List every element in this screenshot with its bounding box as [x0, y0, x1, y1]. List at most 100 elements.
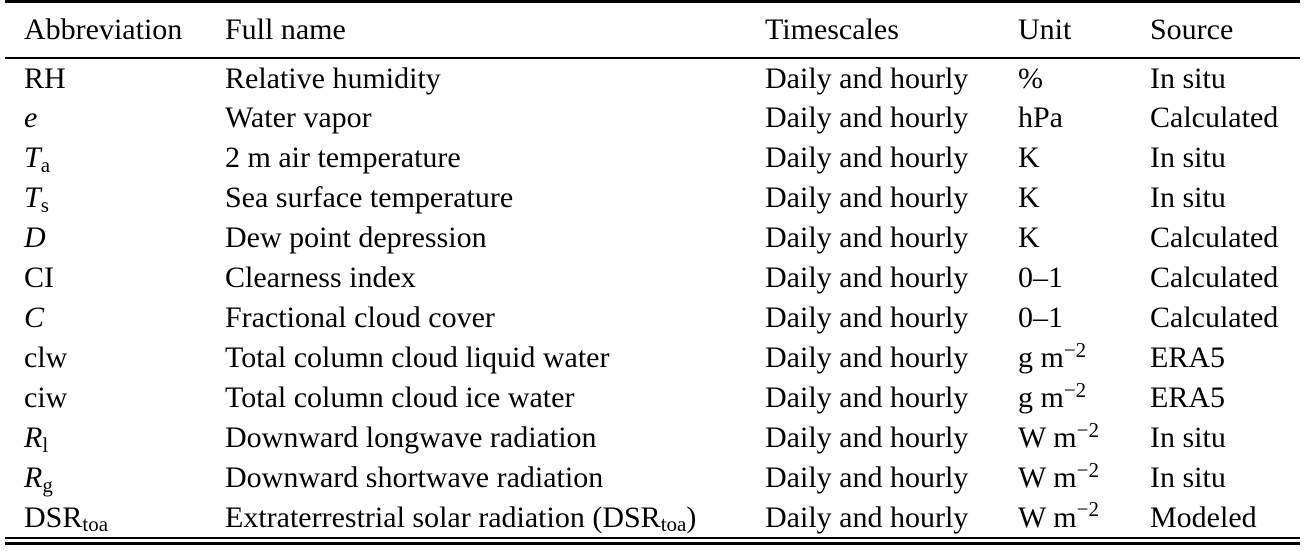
cell-timescales: Daily and hourly — [765, 101, 969, 134]
cell-timescales: Daily and hourly — [765, 421, 969, 454]
cell-timescales: Daily and hourly — [765, 141, 969, 174]
table-row: clw Total column cloud liquid water Daily … — [5, 338, 1300, 378]
cell-full-name: Total column cloud liquid water — [225, 341, 610, 374]
cell-full-name: Relative humidity — [225, 61, 441, 95]
cell-full-name: Extraterrestrial solar radiation (DSRtoa… — [225, 498, 765, 538]
cell-text: RH — [24, 61, 66, 95]
subscript-text: s — [40, 192, 49, 217]
cell-abbreviation: e — [5, 98, 225, 138]
cell-text: % — [1018, 61, 1043, 95]
cell-abbreviation: ciw — [5, 378, 225, 418]
bottom-rule-gap — [0, 539, 1307, 542]
column-header-full-name: Full name — [225, 13, 346, 46]
subscript-text: g — [42, 472, 53, 497]
subscript-text: toa — [660, 512, 687, 537]
cell-text: CI — [24, 261, 54, 294]
cell-source: ERA5 — [1150, 381, 1225, 414]
table-row: ciw Total column cloud ice water Daily and… — [5, 378, 1300, 418]
cell-source: In situ — [1150, 141, 1226, 174]
cell-unit: 0–1 — [1018, 258, 1150, 298]
table-body: RH Relative humidity Daily and hourly% In s… — [5, 58, 1300, 538]
cell-source: Calculated — [1150, 261, 1279, 294]
cell-source: Calculated — [1150, 101, 1279, 134]
cell-abbreviation: C — [5, 298, 225, 338]
table-row: Ts Sea surface temperature Daily and hourl… — [5, 178, 1300, 218]
cell-text: W m — [1018, 461, 1077, 494]
cell-source: ERA5 — [1150, 341, 1225, 374]
table-row: Rl Downward longwave radiation Daily and h… — [5, 418, 1300, 458]
cell-text: ) — [686, 500, 697, 534]
cell-source: In situ — [1150, 461, 1226, 494]
cell-unit: K — [1018, 138, 1150, 178]
cell-abbreviation: clw — [5, 338, 225, 378]
table-row: Rg Downward shortwave radiation Daily and … — [5, 458, 1300, 498]
cell-full-name: Downward shortwave radiation — [225, 461, 604, 494]
cell-text: K — [1018, 141, 1040, 174]
cell-timescales: Daily and hourly — [765, 341, 969, 374]
cell-text: ciw — [24, 381, 68, 414]
cell-source: In situ — [1150, 421, 1226, 454]
cell-unit: W m−2 — [1018, 498, 1150, 538]
superscript-text: −2 — [1063, 337, 1087, 362]
table-row: CI Clearness index Daily and hourly 0–1 Calc… — [5, 258, 1300, 298]
cell-text: K — [1018, 181, 1040, 214]
subscript-text: toa — [82, 512, 109, 537]
cell-abbreviation: CI — [5, 258, 225, 298]
cell-unit: g m−2 — [1018, 338, 1150, 378]
cell-source: Calculated — [1150, 301, 1279, 334]
cell-unit: W m−2 — [1018, 418, 1150, 458]
cell-timescales: Daily and hourly — [765, 461, 969, 494]
cell-text: e — [24, 101, 38, 134]
cell-text: DSR — [24, 500, 83, 534]
column-header-abbreviation: Abbreviation — [24, 13, 183, 46]
cell-text: Extraterrestrial solar radiation (DSR — [225, 500, 661, 534]
cell-text: 0–1 — [1018, 261, 1063, 294]
column-header-unit: Unit — [1018, 13, 1072, 46]
subscript-text: l — [42, 432, 49, 457]
cell-source: Modeled — [1150, 500, 1257, 534]
cell-unit: % — [1018, 58, 1150, 98]
table-header-row: Abbreviation Full name Timescales Unit S… — [5, 3, 1300, 58]
cell-timescales: Daily and hourly — [765, 221, 969, 254]
superscript-text: −2 — [1076, 457, 1099, 482]
cell-source: In situ — [1150, 61, 1226, 95]
table-row: C Fractional cloud cover Daily and hourly 0… — [5, 298, 1300, 338]
cell-unit: W m−2 — [1018, 458, 1150, 498]
cell-unit: g m−2 — [1018, 378, 1150, 418]
bottom-thick-rule — [5, 542, 1300, 545]
cell-abbreviation: Rg — [5, 458, 225, 498]
cell-text: W m — [1018, 421, 1077, 454]
table-row: e Water vapor Daily and hourly hPa Calculate… — [5, 98, 1300, 138]
cell-timescales: Daily and hourly — [765, 61, 969, 95]
cell-full-name: 2 m air temperature — [225, 141, 461, 174]
cell-abbreviation: Rl — [5, 418, 225, 458]
table-row: D Dew point depression Daily and hourly K Ca… — [5, 218, 1300, 258]
cell-text: g m — [1018, 341, 1064, 374]
cell-text: C — [24, 301, 45, 334]
cell-text: g m — [1018, 381, 1064, 414]
cell-full-name: Dew point depression — [225, 221, 487, 254]
cell-text: K — [1018, 221, 1040, 254]
cell-text: R — [24, 421, 43, 454]
cell-unit: K — [1018, 218, 1150, 258]
column-header-timescales: Timescales — [765, 13, 899, 46]
cell-abbreviation: Ta — [5, 138, 225, 178]
cell-text: T — [24, 141, 41, 174]
table-row: RH Relative humidity Daily and hourly% In s… — [5, 58, 1300, 98]
subscript-text: a — [40, 152, 51, 177]
cell-text: D — [24, 221, 46, 254]
cell-text: R — [24, 461, 43, 494]
cell-full-name: Downward longwave radiation — [225, 421, 597, 454]
cell-text: 0–1 — [1018, 301, 1063, 334]
cell-full-name: Sea surface temperature — [225, 181, 514, 214]
cell-abbreviation: Ts — [5, 178, 225, 218]
superscript-text: −2 — [1076, 417, 1099, 442]
cell-full-name: Total column cloud ice water — [225, 381, 575, 414]
cell-text: clw — [24, 341, 68, 374]
cell-text: T — [24, 181, 41, 214]
table-row: DSRtoa Extraterrestrial solar radiation (… — [5, 498, 1300, 538]
table-row: Ta 2 m air temperature Daily and hourly K In… — [5, 138, 1300, 178]
cell-unit: K — [1018, 178, 1150, 218]
column-header-source: Source — [1150, 13, 1234, 46]
cell-timescales: Daily and hourly — [765, 181, 969, 214]
